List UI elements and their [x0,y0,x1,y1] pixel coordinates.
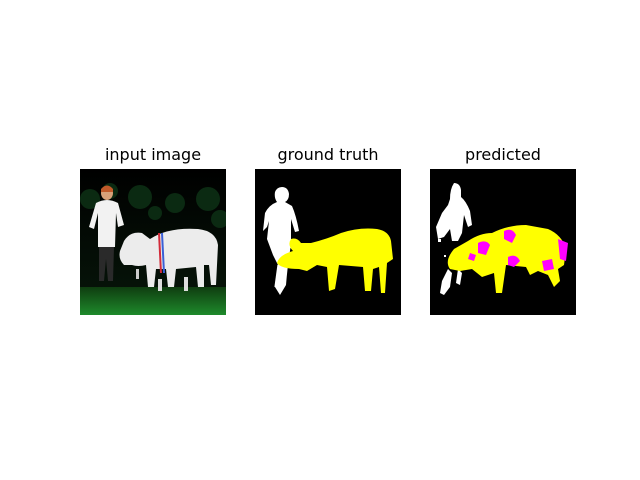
cow-mask [277,228,393,293]
grass [80,287,226,315]
person-figure [89,185,124,281]
ground-truth-mask [255,169,401,315]
noise-specks [438,239,446,257]
predicted-mask [430,169,576,315]
predicted-title: predicted [465,145,541,164]
person-mask-legs [440,269,452,295]
input-image-title: input image [104,145,202,164]
ground-truth-title: ground truth [277,145,379,164]
ground-truth-panel [255,169,401,315]
predicted-panel [430,169,576,315]
misclassified-regions [468,229,568,271]
person-mask [436,183,472,241]
input-image-panel [80,169,226,315]
lead-rope [274,264,279,288]
person-mask-fragment [456,269,462,285]
input-photo [80,169,226,315]
cow-figure [119,228,218,291]
person-mask [263,187,299,295]
cow-mask [447,225,566,293]
